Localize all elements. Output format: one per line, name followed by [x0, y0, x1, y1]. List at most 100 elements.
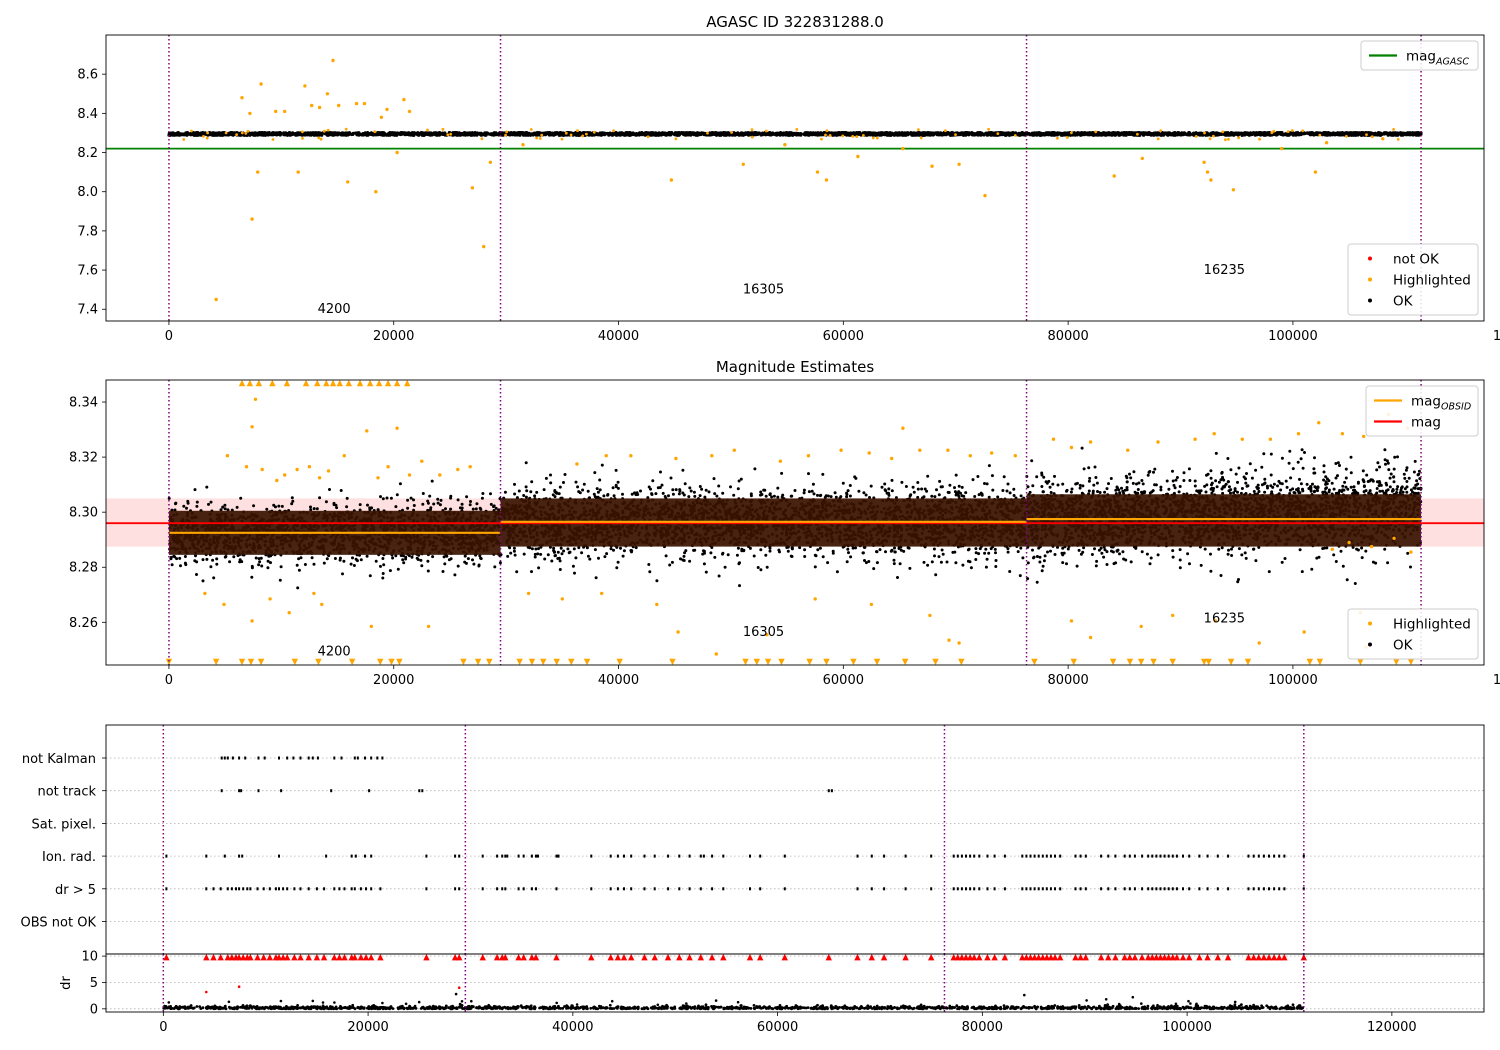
- ok-point: [186, 501, 190, 505]
- ok-point: [619, 133, 623, 137]
- ok-point: [1150, 133, 1154, 137]
- obsid-label: 4200: [318, 302, 351, 317]
- highlighted-point: [581, 134, 585, 138]
- ok-point: [717, 132, 721, 136]
- ok-point: [260, 133, 264, 137]
- ok-point: [406, 131, 410, 135]
- ok-point: [253, 131, 257, 135]
- highlighted-point: [741, 162, 745, 166]
- ok-point: [493, 565, 497, 569]
- ok-point: [219, 133, 223, 137]
- ok-point: [256, 131, 260, 135]
- highlighted-point: [538, 137, 542, 140]
- ok-point: [170, 563, 174, 567]
- highlighted-point: [535, 136, 538, 140]
- ok-point: [714, 131, 718, 135]
- ok-point: [391, 556, 395, 560]
- highlighted-point: [983, 193, 987, 198]
- ok-point: [334, 503, 338, 507]
- highlighted-point: [612, 129, 615, 133]
- ok-point: [602, 133, 607, 137]
- highlighted-point: [569, 133, 573, 137]
- highlighted-point: [482, 244, 486, 249]
- ok-point: [444, 507, 447, 511]
- highlighted-point: [1203, 131, 1206, 135]
- ok-point: [892, 132, 896, 136]
- highlighted-point: [930, 164, 934, 168]
- highlighted-point: [202, 135, 205, 138]
- ok-point: [680, 131, 684, 135]
- ok-point: [543, 133, 548, 137]
- highlighted-point: [856, 154, 860, 159]
- ok-point: [277, 504, 281, 508]
- highlighted-point: [1313, 170, 1318, 174]
- highlighted-point: [1159, 129, 1163, 133]
- highlighted-point: [1094, 130, 1098, 134]
- highlighted-point: [374, 190, 378, 194]
- ok-point: [453, 131, 457, 135]
- legend-marker-swatch: [1368, 277, 1372, 282]
- ok-point: [441, 132, 445, 136]
- ok-point: [385, 496, 389, 500]
- ok-point: [423, 132, 427, 136]
- highlighted-point: [319, 137, 323, 141]
- x-tick-label: 20000: [373, 329, 414, 344]
- highlighted-point: [730, 131, 733, 134]
- ok-point: [1367, 131, 1371, 135]
- ok-point: [178, 556, 182, 560]
- ok-point: [1301, 132, 1305, 136]
- highlighted-point: [1194, 135, 1198, 138]
- ok-point: [195, 573, 198, 576]
- ok-point: [1016, 133, 1020, 137]
- ok-point: [381, 572, 385, 575]
- ok-point: [1389, 131, 1393, 136]
- ok-point: [1294, 132, 1298, 137]
- ok-point: [428, 494, 432, 498]
- ok-point: [1361, 131, 1365, 135]
- ok-point: [456, 498, 460, 502]
- ok-point: [672, 132, 676, 136]
- highlighted-point: [310, 103, 314, 108]
- highlighted-point: [1070, 131, 1073, 135]
- highlighted-point: [1381, 137, 1385, 141]
- ok-point: [394, 505, 398, 509]
- highlighted-point: [1013, 134, 1017, 137]
- ok-point: [1090, 132, 1094, 136]
- ok-point: [929, 132, 933, 136]
- ok-point: [865, 133, 869, 137]
- highlighted-point: [825, 129, 829, 133]
- highlighted-point: [346, 180, 350, 184]
- legend-label: OK: [1393, 294, 1414, 310]
- ok-point: [1070, 133, 1074, 137]
- ok-point: [346, 132, 350, 136]
- ok-point: [1124, 133, 1128, 137]
- highlighted-point: [820, 137, 823, 141]
- ok-point: [228, 560, 232, 564]
- highlighted-point: [379, 115, 384, 120]
- ok-point: [183, 555, 187, 558]
- highlighted-point: [1224, 138, 1227, 142]
- highlighted-point: [1272, 129, 1276, 133]
- ok-point: [479, 133, 483, 137]
- ok-point: [426, 132, 430, 136]
- highlighted-point: [560, 137, 564, 141]
- ok-point: [1214, 131, 1218, 135]
- ok-point: [1246, 131, 1250, 135]
- ok-point: [190, 132, 194, 136]
- ok-point: [359, 558, 363, 562]
- ok-point: [1255, 131, 1259, 135]
- ok-point: [1348, 131, 1352, 135]
- ok-point: [260, 564, 264, 568]
- ok-point: [546, 131, 550, 135]
- ok-point: [409, 496, 413, 500]
- ok-point: [443, 562, 447, 566]
- ok-point: [538, 131, 542, 135]
- ok-point: [479, 557, 483, 561]
- ok-point: [226, 508, 230, 512]
- ok-point: [1410, 131, 1414, 135]
- ok-point: [1297, 132, 1301, 136]
- ok-point: [1053, 133, 1057, 137]
- ok-point: [755, 132, 759, 136]
- legend-marker-swatch: [1368, 298, 1372, 303]
